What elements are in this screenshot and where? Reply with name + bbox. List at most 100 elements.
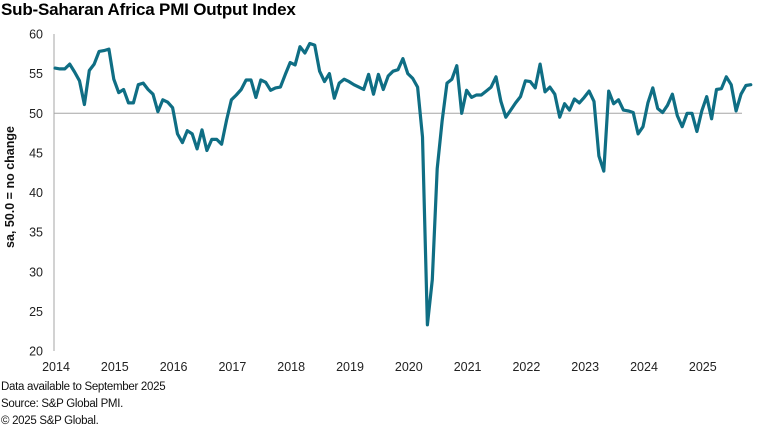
- x-tick-label: 2016: [160, 360, 188, 374]
- x-tick-label: 2015: [101, 360, 129, 374]
- data-point: [88, 69, 91, 72]
- data-point: [78, 79, 81, 82]
- data-point: [63, 67, 66, 70]
- data-point: [646, 101, 649, 104]
- data-point: [421, 136, 424, 139]
- data-point: [132, 101, 135, 104]
- data-point: [578, 101, 581, 104]
- data-point: [166, 101, 169, 104]
- data-point: [392, 70, 395, 73]
- data-point: [632, 111, 635, 114]
- data-point: [250, 79, 253, 82]
- data-point: [744, 84, 747, 87]
- data-point: [303, 52, 306, 55]
- data-point: [475, 94, 478, 97]
- data-point: [730, 83, 733, 86]
- data-point: [710, 117, 713, 120]
- data-point: [201, 128, 204, 131]
- data-point: [740, 93, 743, 96]
- data-point: [411, 77, 414, 80]
- data-point: [656, 107, 659, 110]
- data-point: [485, 90, 488, 93]
- data-point: [377, 73, 380, 76]
- data-point: [264, 81, 267, 84]
- data-point: [313, 44, 316, 47]
- data-point: [637, 132, 640, 135]
- y-tick-label: 25: [29, 305, 43, 319]
- data-point: [593, 100, 596, 103]
- data-point: [455, 64, 458, 67]
- data-point: [161, 98, 164, 101]
- y-axis-ticks: 60 55 50 45 40 35 30 25 20: [29, 28, 43, 359]
- data-point: [274, 86, 277, 89]
- data-point: [671, 93, 674, 96]
- data-point: [323, 80, 326, 83]
- data-point: [544, 90, 547, 93]
- data-point: [749, 83, 752, 86]
- data-point: [142, 82, 145, 85]
- chart-title: Sub-Saharan Africa PMI Output Index: [1, 0, 296, 19]
- data-point: [661, 111, 664, 114]
- data-point: [568, 109, 571, 112]
- data-point: [152, 93, 155, 96]
- data-point: [93, 63, 96, 66]
- data-point: [318, 70, 321, 73]
- data-availability-note: Data available to September 2025: [1, 381, 166, 393]
- data-point: [338, 82, 341, 85]
- data-point: [666, 104, 669, 107]
- data-point: [691, 112, 694, 115]
- data-point: [294, 63, 297, 66]
- x-tick-label: 2017: [218, 360, 246, 374]
- x-tick-label: 2021: [454, 360, 482, 374]
- data-point: [112, 78, 115, 81]
- data-point: [240, 88, 243, 91]
- y-tick-label: 50: [29, 107, 43, 121]
- x-axis-ticks: 2014 2015 2016 2017 2018 2019 2020 2021 2022 2023…: [42, 360, 717, 374]
- data-point: [504, 116, 507, 119]
- data-point: [676, 114, 679, 117]
- data-point: [397, 68, 400, 71]
- y-tick-label: 45: [29, 146, 43, 160]
- y-tick-label: 55: [29, 67, 43, 81]
- data-point: [416, 86, 419, 89]
- data-point: [612, 102, 615, 105]
- data-point: [357, 86, 360, 89]
- data-point: [191, 132, 194, 135]
- data-point: [686, 112, 689, 115]
- x-tick-label: 2014: [42, 360, 70, 374]
- data-point: [68, 63, 71, 66]
- data-point: [289, 61, 292, 64]
- data-point: [352, 83, 355, 86]
- data-point: [627, 109, 630, 112]
- data-point: [720, 87, 723, 90]
- data-point: [651, 86, 654, 89]
- data-point: [495, 75, 498, 78]
- data-point: [137, 83, 140, 86]
- data-point: [299, 45, 302, 48]
- data-point: [622, 109, 625, 112]
- data-point: [181, 141, 184, 144]
- data-point: [401, 57, 404, 60]
- data-point: [328, 72, 331, 75]
- data-point: [725, 75, 728, 78]
- data-point: [583, 96, 586, 99]
- data-point: [514, 101, 517, 104]
- data-point: [269, 89, 272, 92]
- data-point: [426, 323, 429, 326]
- x-tick-label: 2018: [277, 360, 305, 374]
- data-point: [343, 78, 346, 81]
- data-point: [147, 88, 150, 91]
- data-point: [642, 125, 645, 128]
- data-point: [695, 130, 698, 133]
- data-point: [588, 90, 591, 93]
- data-point: [372, 93, 375, 96]
- data-point: [215, 138, 218, 141]
- data-point: [279, 86, 282, 89]
- data-point: [58, 67, 61, 70]
- data-point: [460, 112, 463, 115]
- data-point: [446, 82, 449, 85]
- data-point: [563, 102, 566, 105]
- source-note: Source: S&P Global PMI.: [1, 398, 124, 410]
- y-tick-label: 40: [29, 186, 43, 200]
- data-point: [529, 80, 532, 83]
